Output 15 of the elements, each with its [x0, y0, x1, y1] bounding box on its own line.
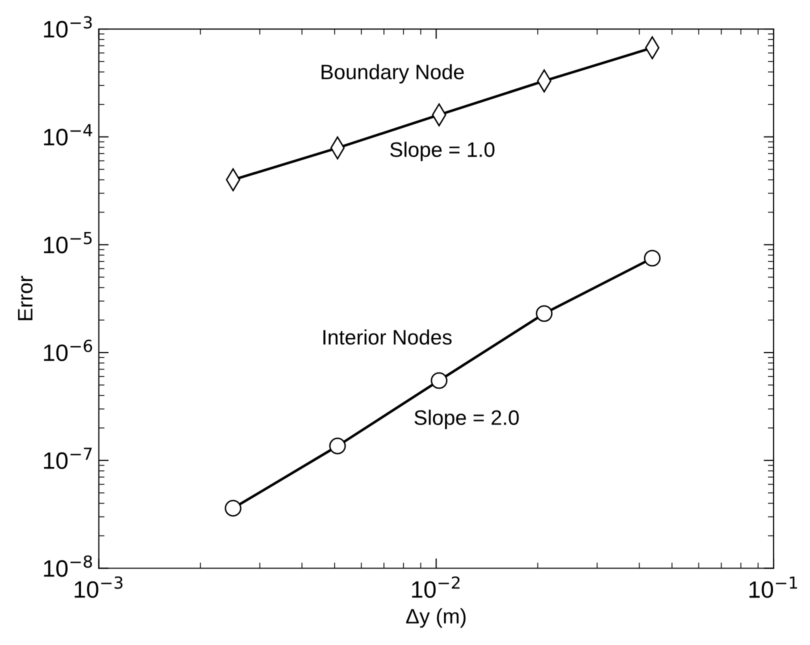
x-tick-label: 10$^{−2}$: [412, 576, 460, 598]
x-tick-label: 10$^{−3}$: [74, 576, 122, 598]
series-label: Boundary Node: [322, 64, 464, 84]
x-axis-title: Δy (m): [406, 608, 466, 628]
annotation: Slope = 1.0: [390, 142, 494, 162]
x-tick-label: 10$^{−1}$: [749, 576, 798, 598]
y-tick-label: 10$^{−4}$: [44, 124, 92, 146]
y-tick-label: 10$^{−8}$: [44, 555, 92, 577]
y-tick-label: 10$^{−3}$: [44, 16, 92, 38]
y-tick-label: 10$^{−5}$: [44, 232, 92, 254]
annotation: Slope = 2.0: [414, 410, 519, 430]
y-tick-label: 10$^{−7}$: [44, 448, 92, 470]
y-axis-title: Error: [18, 276, 33, 320]
series-label: Interior Nodes: [323, 329, 452, 345]
y-tick-label: 10$^{−6}$: [44, 340, 92, 362]
